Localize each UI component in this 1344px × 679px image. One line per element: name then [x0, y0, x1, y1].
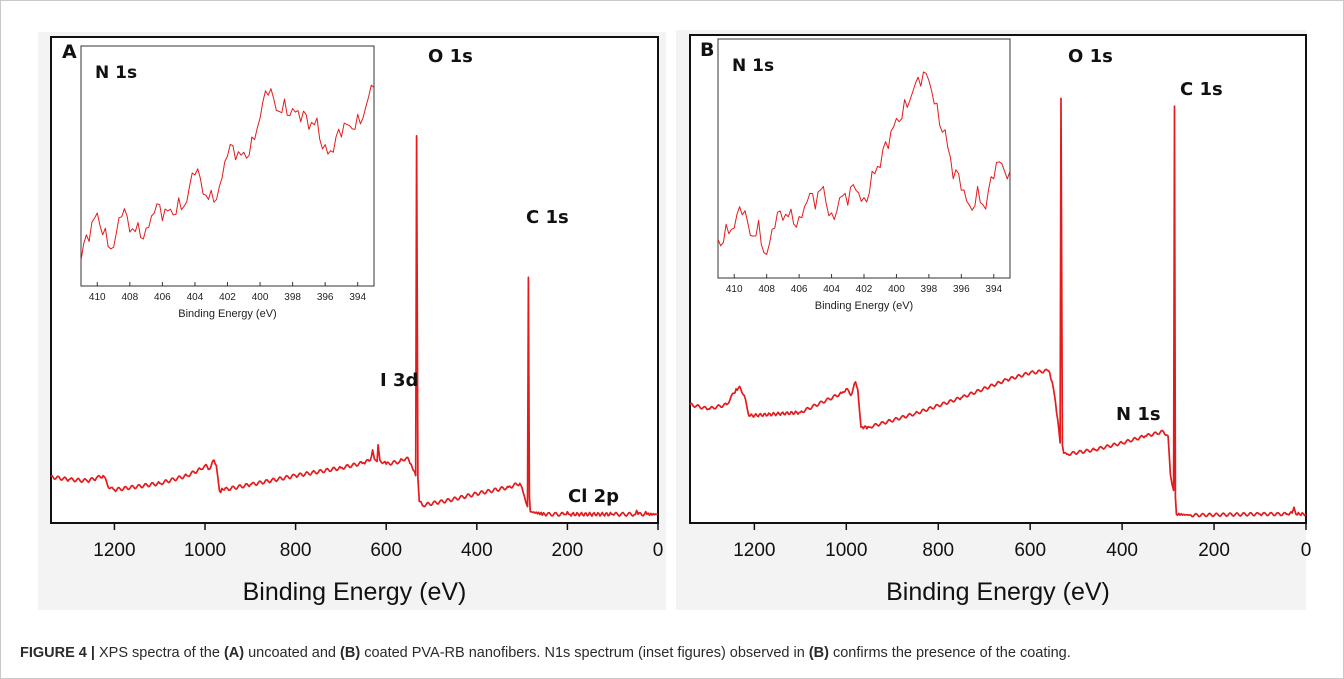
inset-tick-label: 394 [349, 292, 366, 303]
caption-seg3: coated PVA-RB nanofibers. N1s spectrum (… [360, 645, 809, 661]
spectrum-line [50, 134, 659, 517]
x-tick-label: 800 [280, 540, 312, 561]
inset-tick-label: 408 [758, 284, 775, 295]
x-tick-label: 600 [1014, 540, 1046, 561]
inset-tick-label: 402 [856, 284, 873, 295]
peak-label: O 1s [428, 46, 473, 67]
inset-x-axis-label: Binding Energy (eV) [815, 300, 913, 312]
inset-tick-label: 404 [823, 284, 840, 295]
caption-seg4: confirms the presence of the coating. [828, 645, 1071, 661]
x-tick-label: 1200 [733, 540, 775, 561]
figure-panels: 1200 1000 800 600 400 200 0 Binding Energy (eV)… [38, 30, 1311, 610]
caption-label: FIGURE 4 | [20, 645, 95, 661]
inset-tick-label: 406 [154, 292, 171, 303]
x-tick-label: 800 [922, 540, 954, 561]
x-axis-label: Binding Energy (eV) [886, 578, 1110, 606]
peak-label: N 1s [1116, 404, 1161, 425]
x-tick-label: 200 [1198, 540, 1230, 561]
chart-panel-a: 1200 1000 800 600 400 200 0 Binding Energy (eV)… [38, 32, 666, 610]
inset-spectrum-line [80, 84, 375, 261]
inset-chart: 410 408 406 404 402 400 398 396 394 Binding Energ… [717, 38, 1011, 312]
inset-tick-label: 408 [121, 292, 138, 303]
caption-seg2: uncoated and [244, 645, 341, 661]
inset-x-axis-label: Binding Energy (eV) [178, 308, 276, 320]
inset-tick-label: 398 [921, 284, 938, 295]
inset-tick-label: 406 [791, 284, 808, 295]
peak-label: Cl 2p [568, 486, 619, 507]
x-tick-label: 400 [461, 540, 493, 561]
x-tick-label: 1000 [825, 540, 867, 561]
panel-letter: B [700, 39, 714, 61]
spectrum-line [689, 97, 1307, 518]
inset-tick-label: 402 [219, 292, 236, 303]
inset-spectrum-line [717, 71, 1011, 255]
caption-ref-b: (B) [340, 645, 361, 661]
peak-label: I 3d [380, 370, 418, 391]
caption-seg1: XPS spectra of the [94, 645, 224, 661]
inset-tick-label: 400 [888, 284, 905, 295]
peak-label: C 1s [526, 207, 569, 228]
chart-panel-b: 1200 1000 800 600 400 200 0 Binding Energy (eV)… [676, 30, 1311, 610]
x-tick-label: 600 [370, 540, 402, 561]
panel-letter: A [62, 41, 77, 63]
caption-ref-b2: (B) [808, 645, 829, 661]
x-tick-label: 0 [653, 540, 664, 561]
x-axis-label: Binding Energy (eV) [243, 578, 467, 606]
x-tick-label: 1200 [93, 540, 135, 561]
inset-tick-label: 396 [317, 292, 334, 303]
inset-tick-label: 410 [89, 292, 106, 303]
inset-tick-label: 394 [985, 284, 1002, 295]
x-tick-label: 200 [552, 540, 584, 561]
inset-tick-label: 404 [187, 292, 204, 303]
inset-tick-label: 398 [284, 292, 301, 303]
inset-tick-label: 400 [252, 292, 269, 303]
inset-chart: 410 408 406 404 402 400 398 396 394 Binding Energ… [80, 45, 375, 320]
figure-caption: FIGURE 4 | XPS spectra of the (A) uncoat… [20, 645, 1330, 661]
peak-label: O 1s [1068, 46, 1113, 67]
peak-label: C 1s [1180, 79, 1223, 100]
x-tick-label: 0 [1301, 540, 1312, 561]
inset-title: N 1s [95, 63, 137, 83]
caption-ref-a: (A) [223, 645, 245, 661]
inset-tick-label: 410 [726, 284, 743, 295]
x-tick-label: 1000 [184, 540, 226, 561]
inset-tick-label: 396 [953, 284, 970, 295]
inset-frame [80, 45, 375, 287]
inset-title: N 1s [732, 56, 774, 76]
x-tick-label: 400 [1106, 540, 1138, 561]
